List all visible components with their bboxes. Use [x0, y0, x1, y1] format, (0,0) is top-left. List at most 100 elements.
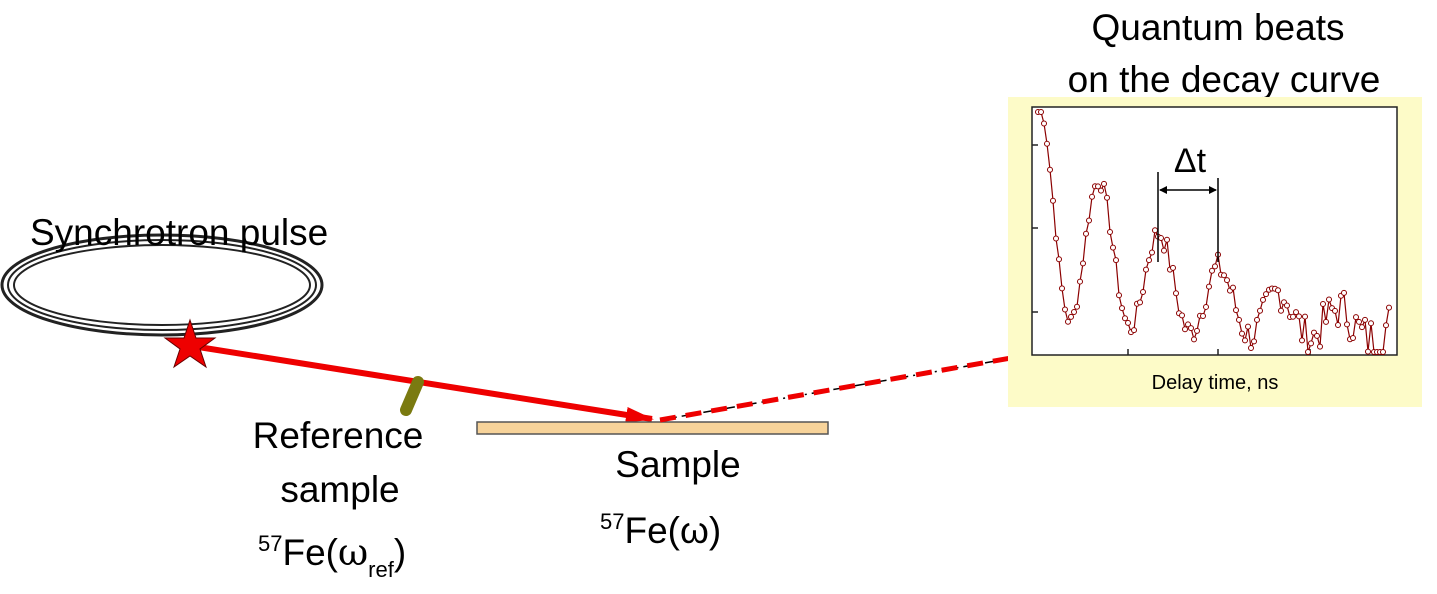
decay-point: [1116, 292, 1122, 299]
decay-point: [1050, 197, 1056, 204]
decay-point: [1278, 307, 1284, 314]
decay-point: [1221, 272, 1227, 279]
decay-point: [1383, 322, 1389, 329]
decay-point: [1062, 306, 1068, 313]
decay-point: [1143, 266, 1149, 273]
period-label: Δt: [1174, 142, 1207, 180]
decay-point: [1245, 323, 1251, 330]
inset-title: Quantum beats: [1092, 7, 1345, 48]
decay-point: [1260, 296, 1266, 303]
synchrotron-ring: [0, 233, 324, 337]
decay-point: [1056, 256, 1062, 263]
decay-point: [1257, 307, 1263, 314]
decay-point: [1173, 290, 1179, 297]
decay-point: [1230, 284, 1236, 291]
decay-point: [1254, 316, 1260, 323]
element: Fe(: [282, 532, 338, 573]
decay-point: [1302, 313, 1308, 320]
decay-point: [1170, 264, 1176, 271]
decay-point: [1353, 314, 1359, 321]
inset-title: on the decay curve: [1068, 59, 1381, 100]
decay-point: [1305, 349, 1311, 355]
decay-point: [1158, 235, 1164, 242]
decay-point: [1077, 278, 1083, 285]
decay-point: [1224, 277, 1230, 284]
decay-point: [1161, 247, 1167, 254]
x-axis-label: Delay time, ns: [1152, 372, 1279, 394]
decay-point: [1203, 303, 1209, 310]
isotope: 57: [258, 531, 282, 556]
decay-point: [1047, 166, 1053, 173]
sample-plate: [476, 421, 829, 435]
decay-point: [1233, 307, 1239, 314]
reference-formula: 57Fe(ωref): [258, 531, 406, 582]
decay-point: [1251, 338, 1257, 345]
decay-point: [1110, 244, 1116, 251]
decay-point: [1209, 267, 1215, 274]
decay-point: [1089, 193, 1095, 200]
sample-formula: 57Fe(ω): [600, 509, 721, 551]
decay-point: [1200, 313, 1206, 320]
decay-point: [1248, 345, 1254, 352]
decay-point: [1356, 318, 1362, 325]
decay-point: [1086, 217, 1092, 224]
decay-point: [1119, 305, 1125, 312]
decay-point: [1125, 319, 1131, 326]
decay-point: [1149, 249, 1155, 256]
decay-point: [1038, 109, 1044, 115]
decay-point: [1095, 183, 1101, 190]
decay-point: [1152, 227, 1158, 234]
decay-point: [1359, 324, 1365, 331]
source-star: [163, 318, 217, 369]
reference-label: sample: [280, 469, 399, 510]
decay-point: [1131, 327, 1137, 334]
decay-point: [1071, 309, 1077, 316]
decay-point: [1044, 140, 1050, 147]
decay-point: [1326, 296, 1332, 303]
decay-point: [1107, 229, 1113, 236]
decay-point: [1080, 260, 1086, 267]
decay-point: [1368, 320, 1374, 327]
isotope: 57: [600, 509, 624, 534]
decay-point: [1122, 315, 1128, 322]
decay-point: [1146, 257, 1152, 264]
decay-point: [1350, 334, 1356, 341]
decay-point: [1323, 318, 1329, 325]
symbol: ω: [338, 531, 368, 574]
decay-point: [1341, 289, 1347, 296]
decay-point: [1380, 349, 1386, 355]
decay-point: [1137, 299, 1143, 306]
close: ): [394, 532, 406, 573]
decay-point: [1365, 348, 1371, 355]
element: Fe(ω): [624, 510, 721, 551]
decay-point: [1317, 343, 1323, 350]
decay-point: [1386, 304, 1392, 311]
decay-point: [1101, 180, 1107, 187]
period-marker: [1157, 172, 1219, 262]
decay-curve: [1035, 109, 1392, 355]
decay-point: [1290, 313, 1296, 320]
decay-point: [1242, 337, 1248, 344]
decay-point: [1362, 316, 1368, 323]
decay-point: [1275, 287, 1281, 294]
decay-point: [1164, 236, 1170, 243]
sample-label: Sample: [615, 444, 740, 485]
scattered-beam: [659, 351, 1030, 423]
subscript: ref: [368, 557, 395, 582]
decay-point: [1104, 194, 1110, 201]
decay-point: [1344, 321, 1350, 328]
decay-point: [1212, 263, 1218, 270]
decay-point: [1314, 332, 1320, 339]
decay-point: [1059, 285, 1065, 292]
decay-point: [1191, 336, 1197, 343]
decay-point: [1083, 230, 1089, 237]
decay-point: [1239, 330, 1245, 337]
decay-point: [1293, 309, 1299, 316]
decay-point: [1188, 325, 1194, 332]
decay-point: [1068, 313, 1074, 320]
decay-point: [1194, 327, 1200, 334]
decay-point: [1332, 307, 1338, 314]
reference-label: Reference: [253, 415, 424, 456]
decay-point: [1053, 235, 1059, 242]
